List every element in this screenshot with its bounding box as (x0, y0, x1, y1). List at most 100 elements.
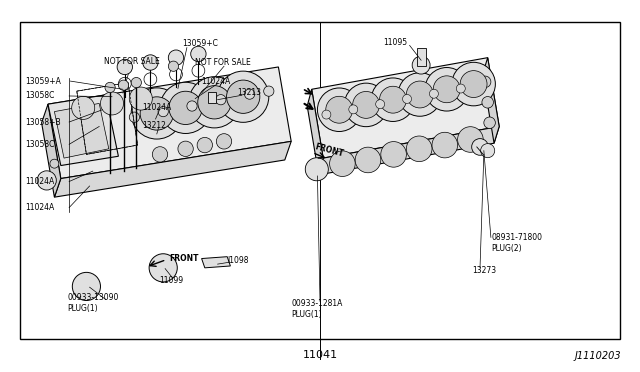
Circle shape (456, 84, 465, 93)
Text: 11099: 11099 (159, 276, 183, 285)
Circle shape (72, 272, 100, 301)
Polygon shape (54, 141, 291, 197)
Circle shape (160, 82, 211, 134)
Circle shape (460, 71, 487, 97)
Circle shape (149, 254, 177, 282)
Circle shape (216, 94, 226, 105)
Circle shape (168, 50, 184, 65)
Circle shape (129, 112, 140, 122)
Text: PLUG(2): PLUG(2) (492, 244, 522, 253)
Circle shape (105, 82, 115, 93)
Circle shape (398, 73, 442, 116)
Circle shape (216, 134, 232, 149)
Polygon shape (312, 58, 499, 158)
Circle shape (198, 86, 231, 119)
Circle shape (140, 97, 173, 130)
Text: 13058C: 13058C (26, 140, 55, 149)
Circle shape (322, 110, 331, 119)
Text: 13058C: 13058C (26, 92, 55, 100)
Circle shape (305, 158, 328, 181)
Circle shape (197, 137, 212, 153)
Circle shape (117, 59, 132, 75)
Polygon shape (48, 67, 291, 179)
Circle shape (344, 83, 388, 126)
Circle shape (433, 76, 460, 103)
Circle shape (326, 96, 353, 123)
Text: 11095: 11095 (383, 38, 407, 47)
Circle shape (380, 86, 406, 113)
Text: 00933-1281A: 00933-1281A (291, 299, 342, 308)
Circle shape (37, 171, 56, 190)
Text: 11024A: 11024A (142, 103, 172, 112)
Circle shape (218, 71, 269, 122)
Circle shape (355, 147, 381, 173)
Circle shape (131, 77, 141, 88)
Text: I1098: I1098 (227, 256, 249, 265)
Circle shape (178, 141, 193, 157)
Circle shape (381, 142, 406, 167)
Polygon shape (42, 104, 61, 197)
Text: FRONT: FRONT (314, 142, 344, 159)
Text: 13213: 13213 (237, 88, 261, 97)
Text: J1110203: J1110203 (574, 351, 621, 361)
Polygon shape (483, 58, 499, 143)
Circle shape (371, 78, 415, 121)
Polygon shape (319, 126, 499, 175)
Circle shape (353, 92, 380, 118)
Circle shape (129, 87, 152, 110)
Circle shape (425, 68, 468, 111)
Text: PLUG(1): PLUG(1) (67, 304, 98, 313)
Circle shape (472, 139, 488, 155)
Circle shape (143, 55, 158, 70)
Text: FRONT: FRONT (170, 254, 199, 263)
Polygon shape (307, 89, 323, 175)
Circle shape (403, 94, 412, 103)
Circle shape (349, 105, 358, 114)
Circle shape (227, 80, 260, 113)
Circle shape (432, 132, 458, 158)
Circle shape (158, 106, 168, 117)
Polygon shape (202, 257, 230, 268)
Text: 11041: 11041 (303, 350, 337, 360)
Circle shape (482, 97, 493, 108)
Text: 13273: 13273 (472, 266, 497, 275)
Circle shape (458, 127, 483, 152)
Polygon shape (208, 92, 216, 103)
Circle shape (406, 81, 433, 108)
Circle shape (72, 96, 95, 119)
Text: 13059+A: 13059+A (26, 77, 61, 86)
Circle shape (330, 151, 355, 176)
Text: 00933-13090: 00933-13090 (67, 293, 118, 302)
Circle shape (264, 86, 274, 96)
Text: 11024A: 11024A (202, 77, 231, 86)
Text: NOT FOR SALE: NOT FOR SALE (104, 57, 160, 66)
Text: NOT FOR SALE: NOT FOR SALE (195, 58, 251, 67)
Text: 13212: 13212 (142, 121, 166, 130)
Circle shape (406, 136, 432, 161)
Circle shape (479, 76, 491, 87)
Circle shape (412, 56, 430, 74)
Circle shape (189, 77, 240, 128)
Text: 08931-71800: 08931-71800 (492, 233, 543, 242)
Circle shape (168, 61, 179, 71)
Circle shape (244, 89, 255, 99)
Circle shape (50, 159, 59, 168)
Circle shape (118, 80, 129, 90)
Text: 11024A: 11024A (26, 203, 55, 212)
Circle shape (484, 117, 495, 128)
Circle shape (152, 147, 168, 162)
Circle shape (100, 92, 124, 115)
Text: PLUG(1): PLUG(1) (291, 310, 322, 319)
Polygon shape (48, 95, 118, 166)
Text: 13058+B: 13058+B (26, 118, 61, 126)
Circle shape (169, 91, 202, 125)
Circle shape (131, 88, 182, 139)
Text: 13059+C: 13059+C (182, 39, 218, 48)
Circle shape (481, 144, 495, 158)
Bar (20, 22, 620, 339)
Circle shape (317, 88, 361, 131)
Circle shape (452, 62, 495, 106)
Polygon shape (417, 48, 426, 66)
Polygon shape (54, 103, 109, 158)
Circle shape (376, 100, 385, 109)
